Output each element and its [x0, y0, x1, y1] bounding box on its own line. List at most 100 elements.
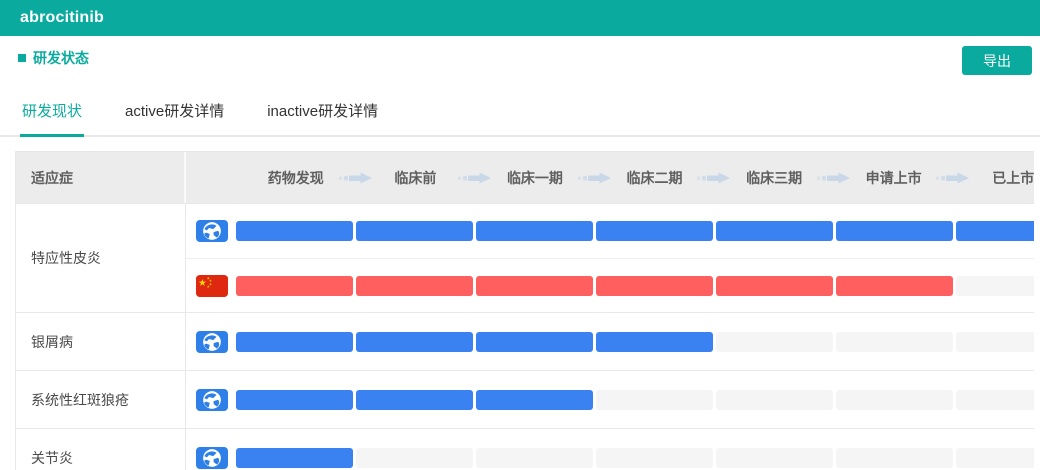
- stage-segment: [596, 331, 713, 352]
- stage-header-cell: 临床二期: [595, 152, 731, 203]
- section-bullet-icon: [18, 54, 26, 62]
- indication-label: 特应性皮炎: [31, 250, 101, 266]
- stage-segment: [476, 447, 593, 468]
- stage-segment: [596, 221, 713, 241]
- stage-segment: [596, 389, 713, 410]
- stage-segment: [236, 275, 353, 296]
- stage-segment: [956, 275, 1034, 296]
- stage-header-cell: 申请上市: [834, 152, 970, 203]
- stage-label: 临床二期: [626, 169, 683, 186]
- stage-label: 临床一期: [506, 169, 563, 186]
- tab-bar: 研发现状 active研发详情 inactive研发详情: [0, 80, 1040, 137]
- export-button[interactable]: 导出: [962, 46, 1032, 75]
- stage-header-cell: 临床三期: [714, 152, 850, 203]
- indication-label: 系统性红斑狼疮: [31, 391, 129, 408]
- tab-inactive-rd-details[interactable]: inactive研发详情: [265, 100, 380, 135]
- table-body: 特应性皮炎 银屑病: [16, 203, 1034, 470]
- stage-segment: [956, 331, 1034, 352]
- stage-label: 临床三期: [746, 169, 803, 186]
- globe-icon: [196, 446, 228, 469]
- stage-segment: [716, 447, 833, 468]
- globe-icon: [196, 220, 228, 242]
- stage-segment: [836, 389, 953, 410]
- stage-progress-bar: [236, 275, 1034, 296]
- stage-segment: [356, 275, 473, 296]
- stage-segment: [716, 221, 833, 241]
- development-track: [186, 313, 1034, 370]
- stage-segment: [716, 331, 833, 352]
- stage-segment: [356, 447, 473, 468]
- globe-icon: [196, 330, 228, 353]
- stage-segment: [236, 221, 353, 241]
- stage-segment: [236, 447, 353, 468]
- stage-segment: [596, 275, 713, 296]
- stage-label: 临床前: [394, 169, 437, 186]
- indication-cell: 特应性皮炎: [16, 204, 186, 312]
- stage-segment: [596, 447, 713, 468]
- section-row: 研发状态 导出: [0, 36, 1040, 80]
- indication-row: 银屑病: [16, 312, 1034, 370]
- stage-segment: [836, 275, 953, 296]
- page-header: abrocitinib: [0, 0, 1040, 36]
- stage-progress-bar: [236, 389, 1034, 410]
- development-track: [186, 371, 1034, 428]
- stage-header-cell: 已上市: [953, 152, 1034, 203]
- stage-segment: [236, 331, 353, 352]
- globe-icon: [196, 388, 228, 411]
- indication-cell: 系统性红斑狼疮: [16, 371, 186, 428]
- stage-segment: [836, 221, 953, 241]
- stage-segment: [356, 221, 473, 241]
- stage-arrow-icon: [338, 172, 372, 183]
- development-track: [186, 429, 1034, 470]
- stage-label: 申请上市: [865, 169, 922, 186]
- indication-row: 系统性红斑狼疮: [16, 370, 1034, 428]
- indication-row: 关节炎: [16, 428, 1034, 470]
- table-inner: 适应症 药物发现 临床前 临床一期 临床二期: [16, 151, 1034, 470]
- stage-segment: [236, 389, 353, 410]
- drug-name-title: abrocitinib: [20, 9, 104, 26]
- stage-header-cell: 药物发现: [236, 152, 372, 203]
- tracks-cell: [186, 204, 1034, 312]
- indication-label: 关节炎: [31, 449, 73, 466]
- stage-segment: [356, 331, 473, 352]
- stage-header-cell: 临床一期: [475, 152, 611, 203]
- stage-segment: [836, 447, 953, 468]
- stage-arrow-icon: [697, 172, 731, 183]
- stage-arrow-icon: [577, 172, 611, 183]
- stage-segment: [956, 447, 1034, 468]
- tab-active-rd-details[interactable]: active研发详情: [123, 100, 226, 135]
- stage-header-row: 药物发现 临床前 临床一期 临床二期 临: [186, 152, 1034, 203]
- stage-label: 药物发现: [267, 169, 324, 186]
- tracks-cell: [186, 313, 1034, 370]
- stage-segment: [716, 275, 833, 296]
- stage-segment: [476, 221, 593, 241]
- stage-segment: [716, 389, 833, 410]
- stage-segment: [476, 275, 593, 296]
- indication-cell: 银屑病: [16, 313, 186, 370]
- stage-segment: [836, 331, 953, 352]
- indication-label: 银屑病: [31, 333, 73, 350]
- stage-label: 已上市: [992, 169, 1034, 186]
- stage-segment: [956, 389, 1034, 410]
- stage-arrow-icon: [936, 172, 970, 183]
- section-title: 研发状态: [33, 50, 89, 66]
- tracks-cell: [186, 371, 1034, 428]
- indication-row: 特应性皮炎: [16, 203, 1034, 312]
- tab-rd-current-status[interactable]: 研发现状: [20, 100, 85, 137]
- stage-arrow-icon: [816, 172, 850, 183]
- tab-label: 研发现状: [22, 103, 83, 120]
- tab-label: inactive研发详情: [267, 103, 379, 120]
- china-flag-icon: [196, 274, 228, 297]
- stage-segment: [956, 221, 1034, 241]
- stage-progress-bar: [236, 447, 1034, 468]
- stage-segment: [476, 331, 593, 352]
- stage-arrow-icon: [458, 172, 492, 183]
- indication-column-header: 适应症: [16, 152, 186, 203]
- tracks-cell: [186, 429, 1034, 470]
- stage-segment: [356, 389, 473, 410]
- table-header-row: 适应症 药物发现 临床前 临床一期 临床二期: [16, 151, 1034, 203]
- stage-progress-bar: [236, 331, 1034, 352]
- development-track: [186, 258, 1034, 312]
- tab-label: active研发详情: [125, 103, 225, 120]
- stage-segment: [476, 389, 593, 410]
